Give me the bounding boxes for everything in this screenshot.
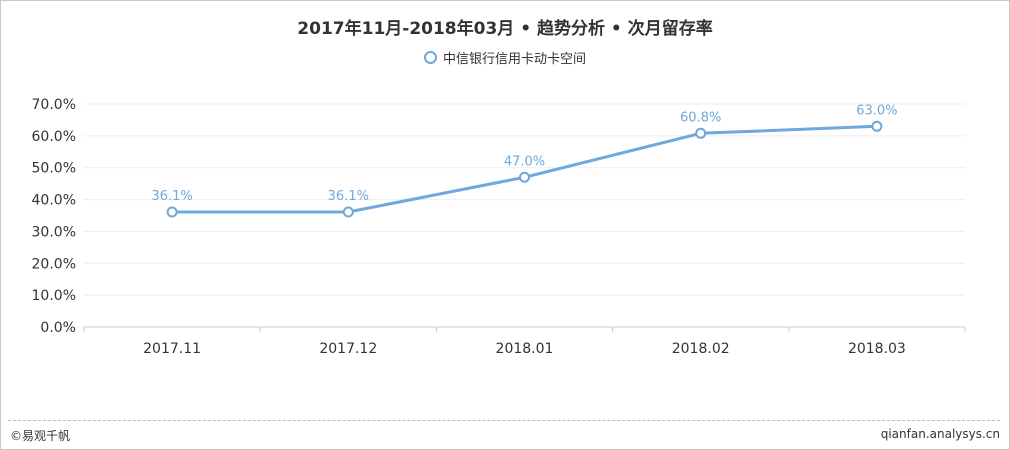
y-axis: 0.0% 10.0% 20.0% 30.0% 40.0% 50.0% 60.0% 70.0% — [32, 97, 76, 336]
grid-lines — [84, 103, 965, 296]
footer-url: qianfan.analysys.cn — [880, 427, 1000, 441]
x-tick-label: 2018.02 — [672, 341, 730, 357]
y-tick-label: 0.0% — [40, 320, 76, 336]
footer-brand: ©易观千帆 — [10, 429, 71, 443]
y-tick-label: 20.0% — [32, 256, 76, 272]
y-tick-label: 40.0% — [32, 193, 76, 209]
data-point — [166, 206, 178, 218]
data-label: 36.1% — [151, 189, 192, 204]
data-point — [695, 127, 707, 139]
legend-marker-icon — [423, 51, 437, 64]
footer-divider — [8, 420, 1000, 421]
data-point — [342, 206, 354, 218]
chart-svg: 0.0%10.0%20.0%30.0%40.0%50.0%60.0%70.0% … — [32, 97, 966, 357]
series-group: 36.1% 36.1% 47.0% 60.8% 63.0% — [151, 103, 898, 218]
data-point — [519, 171, 530, 183]
x-axis: 2017.11 2017.12 2018.01 2018.02 2018.03 — [83, 326, 966, 357]
data-point — [871, 120, 883, 132]
x-tick-label: 2018.03 — [848, 341, 906, 357]
legend-label: 中信银行信用卡动卡空间 — [442, 52, 586, 67]
y-tick-label: 50.0% — [32, 161, 76, 177]
data-label: 63.0% — [856, 103, 897, 118]
y-tick-label: 10.0% — [32, 288, 76, 304]
chart-title: 2017年11月-2018年03月 • 趋势分析 • 次月留存率 — [297, 19, 713, 39]
y-tick-label: 30.0% — [32, 224, 76, 240]
data-label: 60.8% — [680, 110, 721, 125]
legend[interactable]: 中信银行信用卡动卡空间 — [0, 48, 1010, 67]
data-label: 36.1% — [328, 189, 369, 204]
x-tick-label: 2017.11 — [143, 341, 201, 357]
data-label: 47.0% — [504, 154, 545, 169]
x-tick-label: 2017.12 — [319, 341, 377, 357]
y-tick-label: 70.0% — [32, 97, 76, 113]
x-tick-label: 2018.01 — [496, 341, 554, 357]
y-tick-label: 60.0% — [32, 129, 76, 145]
